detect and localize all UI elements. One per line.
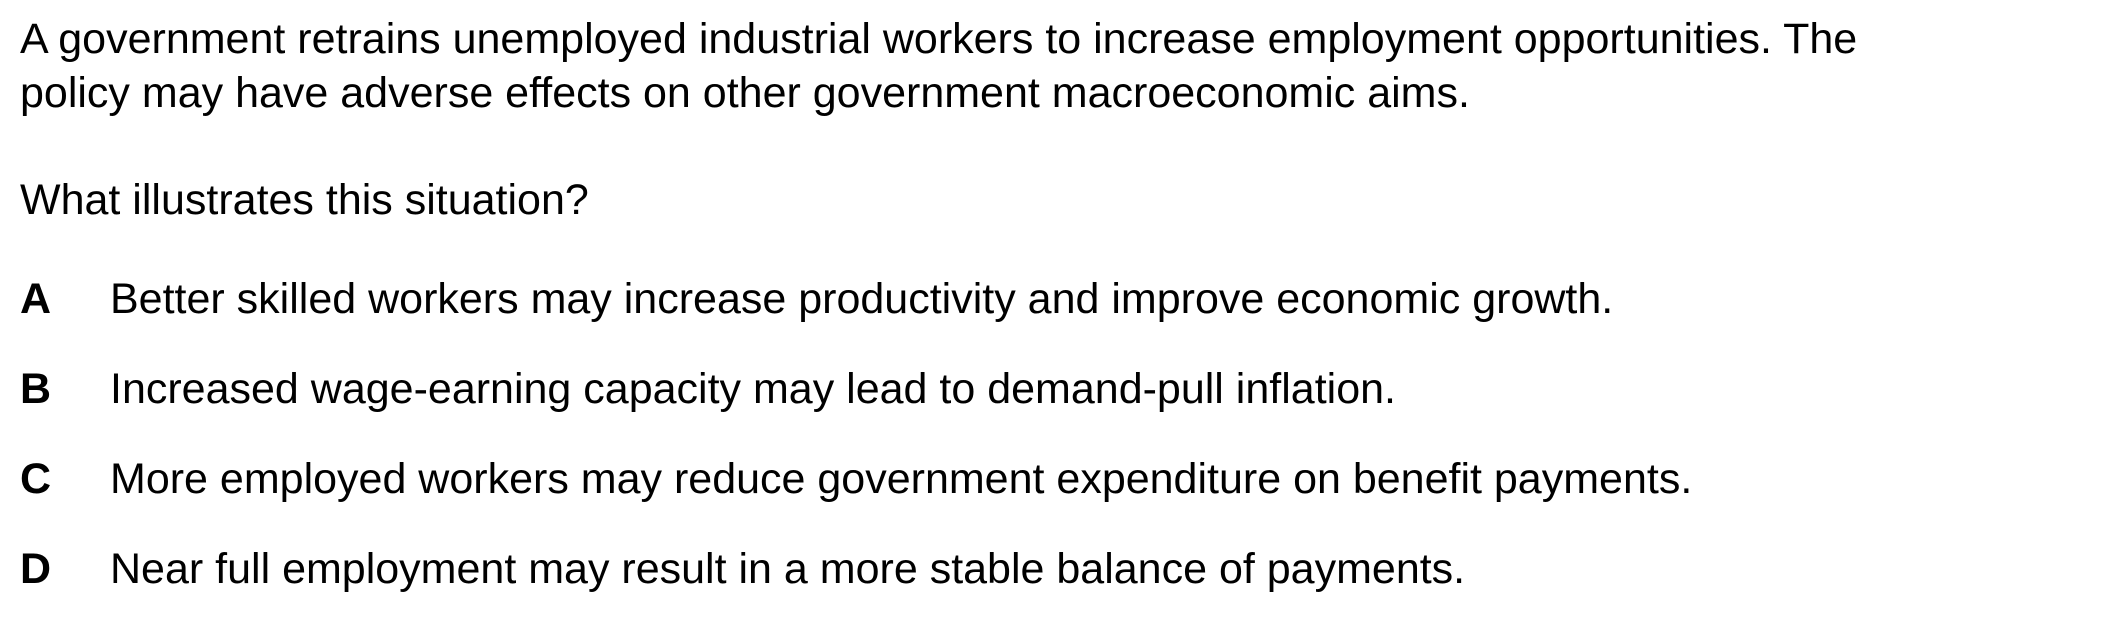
option-letter: A [20,275,52,323]
option-b[interactable]: B Increased wage-earning capacity may lea… [20,362,1396,416]
option-text: Near full employment may result in a mor… [110,545,1466,593]
option-letter: D [20,545,52,593]
option-text: Better skilled workers may increase prod… [110,275,1614,323]
question-stem-line-2: policy may have adverse effects on other… [20,69,1470,117]
option-d[interactable]: D Near full employment may result in a mo… [20,542,1465,596]
option-text: More employed workers may reduce governm… [110,455,1693,503]
question-stem: A government retrains unemployed industr… [20,12,2080,120]
option-text: Increased wage-earning capacity may lead… [110,365,1396,413]
question-stem-line-1: A government retrains unemployed industr… [20,15,1858,63]
option-a[interactable]: A Better skilled workers may increase pro… [20,272,1613,326]
option-c[interactable]: C More employed workers may reduce govern… [20,452,1692,506]
option-letter: C [20,455,52,503]
option-letter: B [20,365,52,413]
question-prompt: What illustrates this situation? [20,176,589,224]
